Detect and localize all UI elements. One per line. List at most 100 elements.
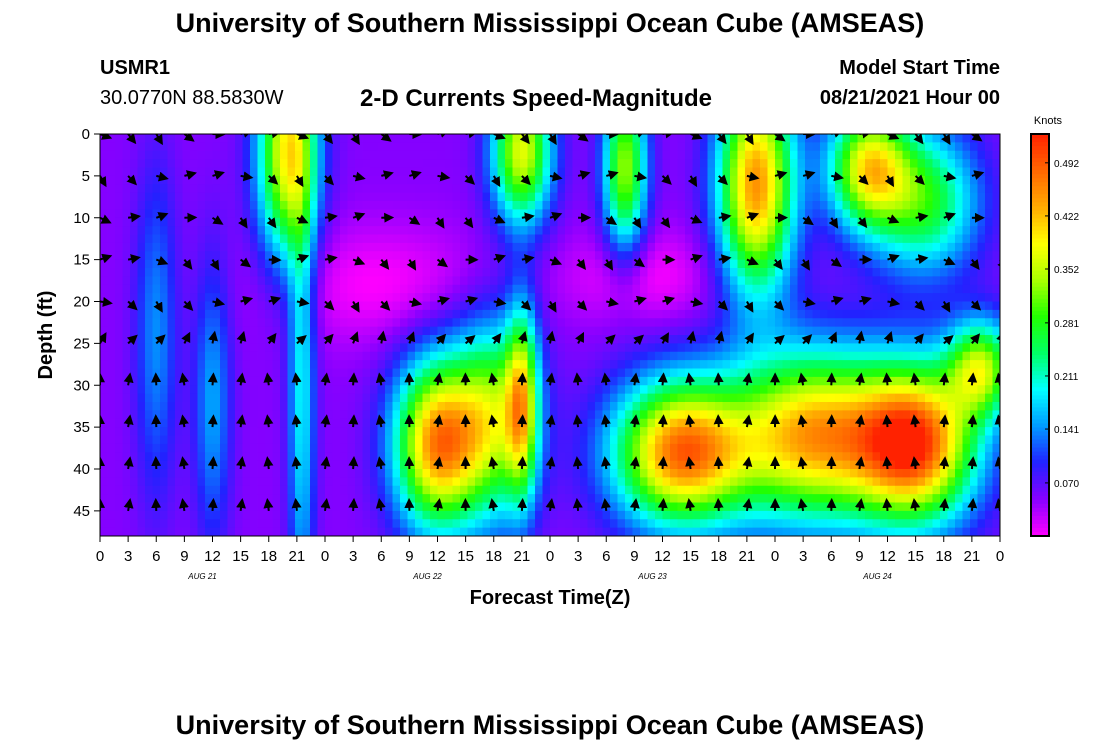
heatmap-cell: [317, 276, 326, 286]
heatmap-cell: [805, 209, 814, 219]
heatmap-cell: [730, 477, 739, 487]
heatmap-cell: [535, 242, 544, 252]
heatmap-cell: [812, 167, 821, 177]
heatmap-cell: [227, 217, 236, 227]
heatmap-cell: [122, 226, 131, 236]
heatmap-cell: [662, 142, 671, 152]
heatmap-cell: [362, 427, 371, 437]
heatmap-cell: [340, 159, 349, 169]
heatmap-cell: [190, 251, 199, 261]
heatmap-cell: [287, 385, 296, 395]
heatmap-cell: [782, 443, 791, 453]
heatmap-cell: [107, 477, 116, 487]
heatmap-cell: [287, 234, 296, 244]
heatmap-cell: [722, 234, 731, 244]
heatmap-cell: [752, 150, 761, 160]
heatmap-cell: [572, 318, 581, 328]
heatmap-cell: [265, 293, 274, 303]
heatmap-cell: [872, 502, 881, 512]
heatmap-cell: [670, 184, 679, 194]
heatmap-cell: [505, 502, 514, 512]
heatmap-cell: [775, 326, 784, 336]
heatmap-cell: [415, 443, 424, 453]
heatmap-cell: [160, 134, 169, 143]
heatmap-cell: [100, 460, 109, 470]
heatmap-cell: [227, 368, 236, 378]
heatmap-cell: [122, 393, 131, 403]
heatmap-cell: [175, 201, 184, 210]
heatmap-cell: [340, 510, 349, 520]
heatmap-cell: [182, 276, 191, 286]
heatmap-cell: [677, 201, 686, 210]
heatmap-cell: [482, 502, 491, 512]
heatmap-cell: [700, 276, 709, 286]
heatmap-cell: [647, 360, 656, 370]
heatmap-cell: [317, 435, 326, 445]
heatmap-cell: [452, 217, 461, 227]
heatmap-cell: [152, 217, 161, 227]
heatmap-cell: [295, 226, 304, 236]
heatmap-cell: [857, 318, 866, 328]
heatmap-cell: [527, 460, 536, 470]
heatmap-cell: [850, 385, 859, 395]
heatmap-cell: [527, 343, 536, 353]
heatmap-cell: [850, 326, 859, 336]
heatmap-cell: [730, 418, 739, 428]
heatmap-cell: [482, 443, 491, 453]
heatmap-cell: [355, 192, 364, 202]
heatmap-cell: [655, 167, 664, 177]
heatmap-cell: [415, 410, 424, 420]
heatmap-cell: [317, 427, 326, 437]
heatmap-cell: [325, 268, 334, 277]
heatmap-cell: [362, 477, 371, 487]
heatmap-cell: [482, 335, 491, 344]
heatmap-cell: [595, 368, 604, 378]
heatmap-cell: [400, 402, 409, 411]
heatmap-cell: [392, 251, 401, 261]
heatmap-cell: [640, 452, 649, 462]
heatmap-cell: [745, 309, 754, 319]
heatmap-cell: [662, 435, 671, 445]
heatmap-cell: [850, 284, 859, 294]
heatmap-cell: [122, 427, 131, 437]
heatmap-cell: [700, 234, 709, 244]
heatmap-cell: [175, 527, 184, 536]
heatmap-cell: [565, 469, 574, 478]
heatmap-cell: [460, 159, 469, 169]
heatmap-cell: [527, 393, 536, 403]
heatmap-cell: [722, 226, 731, 236]
heatmap-cell: [475, 519, 484, 529]
heatmap-cell: [400, 284, 409, 294]
heatmap-cell: [655, 293, 664, 303]
heatmap-cell: [475, 385, 484, 395]
heatmap-cell: [692, 477, 701, 487]
heatmap-cell: [835, 452, 844, 462]
heatmap-cell: [355, 184, 364, 194]
heatmap-cell: [370, 226, 379, 236]
heatmap-cell: [370, 326, 379, 336]
heatmap-cell: [512, 134, 521, 143]
heatmap-cell: [340, 460, 349, 470]
heatmap-cell: [205, 284, 214, 294]
heatmap-cell: [520, 368, 529, 378]
heatmap-cell: [355, 519, 364, 529]
heatmap-cell: [737, 485, 746, 495]
heatmap-cell: [317, 242, 326, 252]
heatmap-cell: [820, 293, 829, 303]
heatmap-cell: [595, 510, 604, 520]
heatmap-cell: [797, 527, 806, 536]
heatmap-cell: [190, 402, 199, 411]
heatmap-cell: [640, 150, 649, 160]
heatmap-cell: [467, 268, 476, 277]
heatmap-cell: [475, 192, 484, 202]
heatmap-cell: [475, 418, 484, 428]
heatmap-cell: [745, 226, 754, 236]
heatmap-cell: [145, 351, 154, 361]
heatmap-cell: [565, 510, 574, 520]
heatmap-cell: [805, 385, 814, 395]
heatmap-cell: [647, 435, 656, 445]
heatmap-cell: [280, 443, 289, 453]
heatmap-cell: [535, 385, 544, 395]
heatmap-cell: [272, 435, 281, 445]
heatmap-cell: [370, 477, 379, 487]
